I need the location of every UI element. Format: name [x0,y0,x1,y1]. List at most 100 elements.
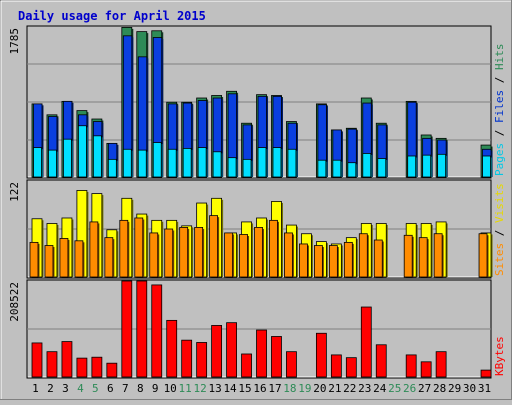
legend-entry: Hits [493,44,506,71]
x-tick-label: 19 [298,382,311,395]
bar-pages-day-6 [107,158,117,178]
bar-pages-day-24 [377,158,387,178]
bar-sites-day-15 [239,234,248,278]
bar-pages-day-7 [122,148,132,178]
bar-sites-day-5 [89,221,99,278]
panel-mid: 122 Sites / Visits [8,179,506,279]
bar-kbytes-day-28 [435,351,447,378]
bar-pages-day-8 [137,149,147,178]
bar-kbytes-day-2 [46,351,58,378]
ymax-label-mid: 122 [8,182,21,202]
bar-kbytes-day-6 [106,362,118,378]
bar-kbytes-day-3 [61,341,73,378]
bar-pages-day-17 [272,147,282,178]
bar-kbytes-day-5 [91,356,103,378]
bar-sites-day-31 [478,233,488,278]
bar-sites-day-13 [209,215,219,278]
legend-entry: Files [493,90,506,123]
legend-entry: / [493,223,506,243]
x-tick-label: 4 [77,382,84,395]
bar-kbytes-day-27 [420,361,432,378]
x-tick-label: 8 [137,382,144,395]
x-tick-label: 16 [253,382,266,395]
x-tick-label: 21 [328,382,341,395]
legend-bot: KBytes [493,336,506,376]
bar-pages-day-13 [212,151,222,178]
bar-sites-day-18 [284,232,293,278]
bar-kbytes-day-31 [480,369,492,378]
x-tick-label: 26 [403,382,416,395]
bar-kbytes-day-13 [211,325,223,378]
bar-sites-day-14 [224,232,233,278]
x-tick-label: 17 [268,382,281,395]
bar-sites-day-10 [164,228,174,278]
bar-sites-day-19 [299,243,308,278]
bar-pages-day-14 [227,157,237,178]
bar-sites-day-3 [59,238,69,278]
bar-sites-day-7 [119,219,129,278]
bar-pages-day-21 [332,159,342,178]
bar-kbytes-day-22 [345,357,357,378]
bar-sites-day-1 [29,241,39,278]
x-tick-label: 5 [92,382,99,395]
bar-sites-day-24 [373,239,383,278]
x-tick-label: 31 [478,382,491,395]
x-tick-label: 22 [343,382,356,395]
bar-kbytes-day-18 [286,351,297,378]
bar-kbytes-day-16 [256,329,267,378]
bar-sites-day-26 [403,234,413,278]
bar-pages-day-2 [48,149,57,178]
legend-entry: Visits [493,183,506,223]
legend-top: Pages / Files / Hits [493,44,506,177]
x-tick-label: 28 [433,382,446,395]
bar-kbytes-day-14 [226,322,237,378]
bar-sites-day-28 [433,233,443,278]
bar-kbytes-day-9 [151,284,163,378]
bar-pages-day-3 [63,138,72,178]
bar-kbytes-day-12 [196,342,208,378]
bar-sites-day-22 [343,241,353,278]
bar-sites-day-27 [418,237,428,278]
bar-sites-day-23 [358,233,368,278]
bar-pages-day-16 [257,147,267,178]
x-tick-label: 1 [32,382,39,395]
bar-pages-day-18 [287,148,297,178]
bar-sites-day-16 [254,227,263,278]
bar-pages-day-1 [33,147,42,178]
bar-kbytes-day-7 [121,280,133,378]
bar-pages-day-31 [482,155,491,178]
x-tick-label: 12 [194,382,207,395]
x-tick-label: 10 [164,382,177,395]
x-tick-label: 6 [107,382,114,395]
x-tick-label: 15 [238,382,251,395]
x-tick-label: 14 [223,382,237,395]
x-tick-label: 18 [283,382,296,395]
bar-sites-day-11 [179,227,189,278]
bar-kbytes-day-10 [166,319,178,378]
bar-sites-day-9 [149,232,159,278]
x-tick-label: 25 [388,382,401,395]
x-tick-label: 24 [373,382,387,395]
bar-kbytes-day-11 [181,339,193,378]
bar-sites-day-17 [269,219,278,278]
bar-kbytes-day-15 [241,353,252,378]
bar-pages-day-20 [317,159,327,178]
bar-kbytes-day-17 [271,336,282,378]
bar-pages-day-22 [347,162,357,178]
ymax-label-top: 1785 [8,28,21,55]
x-tick-label: 27 [418,382,431,395]
panel-top: 1785 Pages / Files / Hits [8,25,506,179]
bar-pages-day-11 [182,148,192,178]
bar-kbytes-day-21 [330,354,342,378]
x-tick-label: 20 [313,382,326,395]
bar-kbytes-day-20 [315,332,327,378]
bar-pages-day-9 [152,142,162,178]
bar-sites-day-12 [194,227,204,278]
bar-sites-day-21 [328,245,338,278]
bar-pages-day-5 [92,135,102,178]
x-tick-label: 2 [47,382,54,395]
bar-kbytes-day-4 [76,357,88,378]
x-tick-label: 11 [179,382,192,395]
